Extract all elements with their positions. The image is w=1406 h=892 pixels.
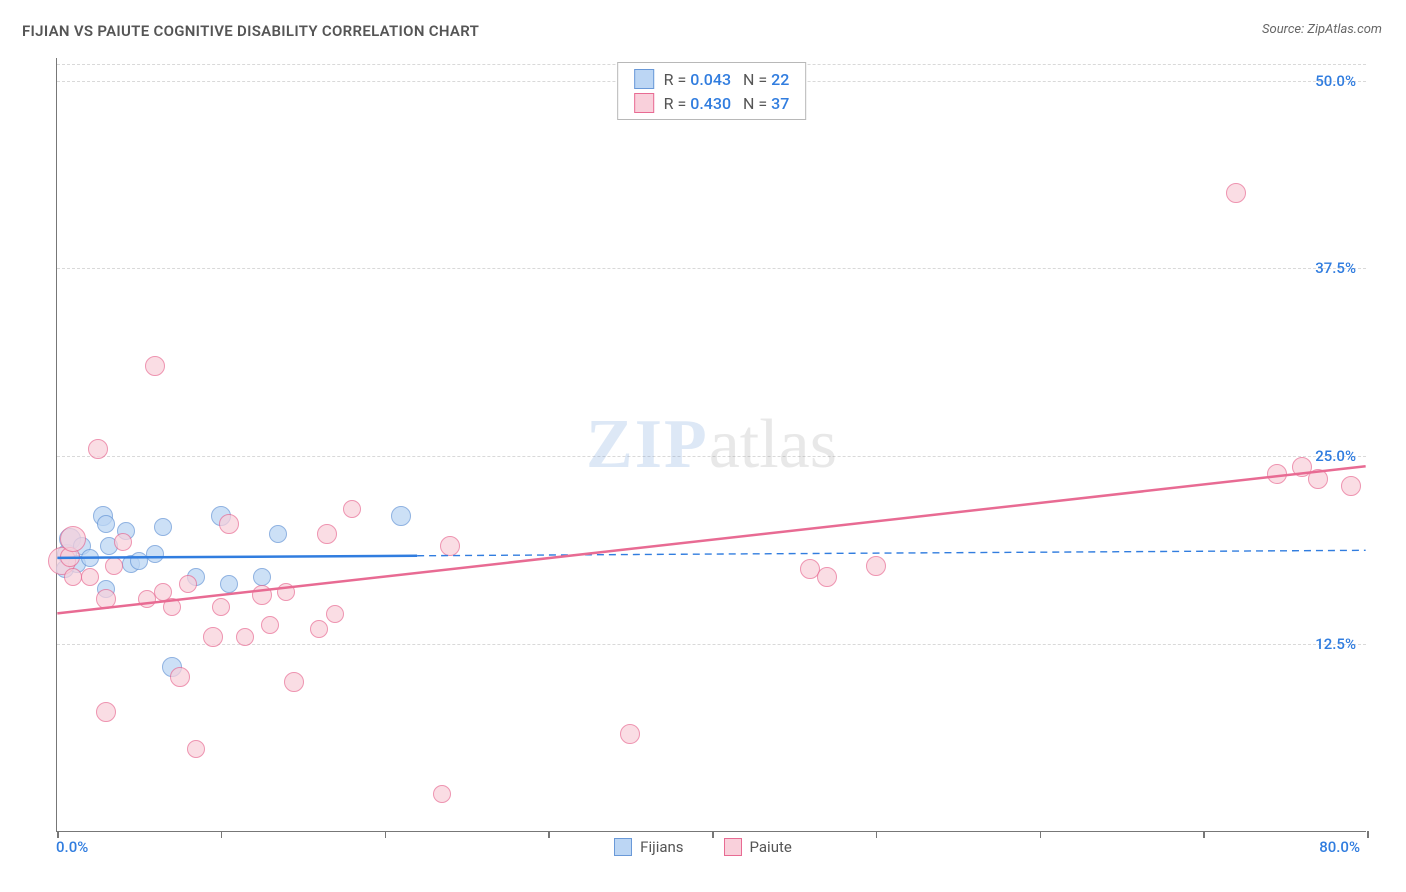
legend-r-value: 0.430 xyxy=(690,94,731,113)
data-point xyxy=(817,567,837,587)
legend-stats-row-fijians: R = 0.043 N = 22 xyxy=(630,67,794,91)
data-point xyxy=(310,620,328,638)
data-point xyxy=(252,585,272,605)
data-point xyxy=(203,627,223,647)
legend-r-label: R = xyxy=(664,94,691,113)
legend-label: Paiute xyxy=(750,838,792,856)
data-point xyxy=(1341,476,1361,496)
data-point xyxy=(326,605,344,623)
data-point xyxy=(105,557,123,575)
data-point xyxy=(114,533,132,551)
data-point xyxy=(88,439,108,459)
x-tick xyxy=(221,831,223,838)
trendline-dashed xyxy=(417,550,1366,555)
data-point xyxy=(170,667,190,687)
data-point xyxy=(220,575,238,593)
legend-n-label: N = xyxy=(731,70,771,89)
data-point xyxy=(146,545,164,563)
data-point xyxy=(1267,464,1287,484)
swatch-paiute xyxy=(634,93,654,113)
data-point xyxy=(317,524,337,544)
x-tick xyxy=(548,831,550,838)
x-tick xyxy=(385,831,387,838)
legend-r-label: R = xyxy=(664,70,691,89)
legend-item-paiute: Paiute xyxy=(724,838,792,856)
x-tick xyxy=(712,831,714,838)
data-point xyxy=(130,552,148,570)
x-tick xyxy=(1040,831,1042,838)
data-point xyxy=(81,568,99,586)
data-point xyxy=(261,616,279,634)
data-point xyxy=(253,568,271,586)
legend-item-fijians: Fijians xyxy=(614,838,683,856)
source-label: Source: ZipAtlas.com xyxy=(1262,22,1382,37)
gridline xyxy=(57,644,1366,645)
data-point xyxy=(866,556,886,576)
y-tick-label: 25.0% xyxy=(1315,447,1356,465)
x-tick xyxy=(1367,831,1369,838)
legend-label: Fijians xyxy=(640,838,683,856)
y-tick-label: 50.0% xyxy=(1315,72,1356,90)
data-point xyxy=(277,583,295,601)
data-point xyxy=(284,672,304,692)
y-tick-label: 37.5% xyxy=(1315,259,1356,277)
legend-r-value: 0.043 xyxy=(690,70,731,89)
trendlines-layer xyxy=(57,58,1366,831)
data-point xyxy=(1308,469,1328,489)
data-point xyxy=(179,575,197,593)
data-point xyxy=(187,740,205,758)
gridline xyxy=(57,456,1366,457)
x-tick xyxy=(57,831,59,838)
data-point xyxy=(269,525,287,543)
legend-n-value: 22 xyxy=(771,70,789,89)
data-point xyxy=(60,526,86,552)
data-point xyxy=(97,515,115,533)
y-tick-label: 12.5% xyxy=(1315,635,1356,653)
legend-stats-row-paiute: R = 0.430 N = 37 xyxy=(630,91,794,115)
data-point xyxy=(96,702,116,722)
legend-bottom: Fijians Paiute xyxy=(0,838,1406,860)
data-point xyxy=(219,514,239,534)
data-point xyxy=(81,549,99,567)
swatch-fijians xyxy=(634,69,654,89)
data-point xyxy=(343,500,361,518)
watermark-zip: ZIP xyxy=(586,406,709,483)
data-point xyxy=(96,589,116,609)
legend-stats-box: R = 0.043 N = 22 R = 0.430 N = 37 xyxy=(617,62,807,120)
swatch-paiute xyxy=(724,838,742,856)
data-point xyxy=(163,598,181,616)
data-point xyxy=(64,568,82,586)
watermark: ZIPatlas xyxy=(586,405,837,485)
plot-area: ZIPatlas R = 0.043 N = 22 R = 0.430 N = … xyxy=(56,58,1366,832)
data-point xyxy=(620,724,640,744)
data-point xyxy=(236,628,254,646)
data-point xyxy=(440,536,460,556)
data-point xyxy=(433,785,451,803)
gridline xyxy=(57,268,1366,269)
data-point xyxy=(138,590,156,608)
legend-n-label: N = xyxy=(731,94,771,113)
data-point xyxy=(391,506,411,526)
data-point xyxy=(154,518,172,536)
data-point xyxy=(145,356,165,376)
swatch-fijians xyxy=(614,838,632,856)
data-point xyxy=(212,598,230,616)
watermark-atlas: atlas xyxy=(709,406,837,483)
data-point xyxy=(1226,183,1246,203)
chart-title: FIJIAN VS PAIUTE COGNITIVE DISABILITY CO… xyxy=(22,22,479,40)
x-tick xyxy=(1203,831,1205,838)
x-tick xyxy=(876,831,878,838)
legend-n-value: 37 xyxy=(771,94,789,113)
